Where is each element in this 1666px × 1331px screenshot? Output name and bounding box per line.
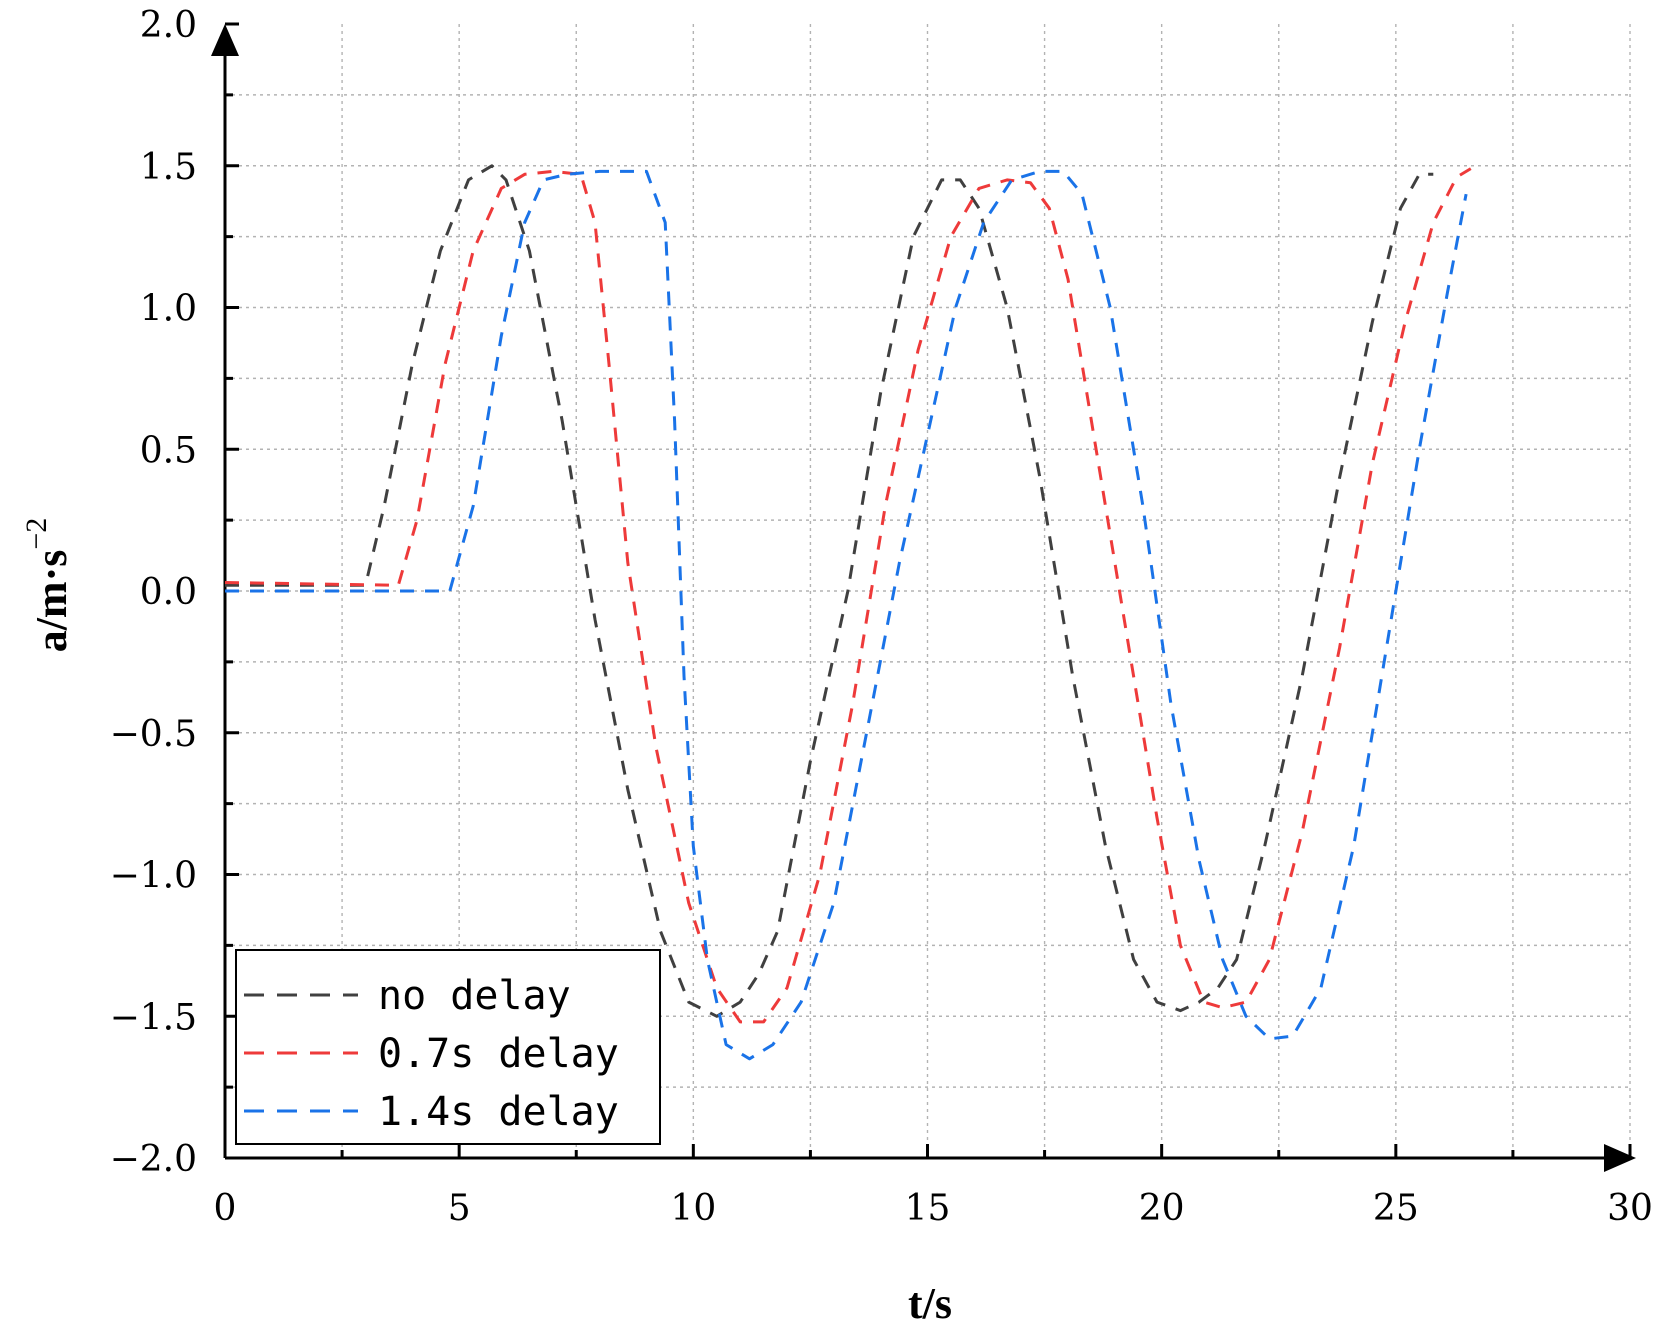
y-tick-label: 0.0: [140, 572, 197, 613]
x-tick-label: 0: [214, 1188, 237, 1229]
legend-label: 1.4s delay: [378, 1089, 619, 1135]
y-tick-label: −0.5: [110, 714, 197, 755]
x-tick-label: 10: [670, 1188, 716, 1229]
x-axis-arrow: [1604, 1144, 1636, 1172]
x-tick-label: 5: [448, 1188, 471, 1229]
legend: no delay 0.7s delay 1.4s delay: [235, 949, 661, 1145]
x-tick-label: 15: [905, 1188, 951, 1229]
y-axis-title-superscript: −2: [20, 518, 53, 550]
y-tick-label: 2.0: [140, 5, 197, 46]
grid-layer: [225, 24, 1631, 1158]
y-tick-label: −2.0: [110, 1139, 197, 1180]
y-tick-label: 1.5: [140, 147, 197, 188]
x-axis-title: t/s: [908, 1279, 952, 1328]
x-tick-label: 20: [1139, 1188, 1185, 1229]
series-line-2: [224, 167, 1472, 1024]
legend-label: no delay: [378, 973, 571, 1019]
x-tick-label: 25: [1373, 1188, 1419, 1229]
series-line-1: [225, 164, 1434, 1018]
series-layer: [224, 164, 1472, 1061]
y-tick-label: −1.5: [110, 997, 197, 1038]
legend-label: 0.7s delay: [378, 1031, 619, 1077]
y-axis-title: a/m·s−2: [20, 518, 76, 653]
y-tick-label: 0.5: [140, 430, 197, 471]
x-tick-label: 30: [1607, 1188, 1653, 1229]
y-tick-label: 1.0: [140, 289, 197, 330]
axes-layer: [211, 24, 1636, 1172]
y-tick-label: −1.0: [110, 856, 197, 897]
series-line-3: [225, 169, 1468, 1061]
y-axis-arrow: [211, 24, 239, 56]
y-axis-title-main: a/m·s: [27, 550, 76, 653]
legend-box: [235, 949, 661, 1145]
ticks-layer: 0 5 10 15 20 25 30 −2.0 −1.5 −1.0 −0.5 0.0 0.5 1.0 1.5…: [110, 5, 1653, 1229]
